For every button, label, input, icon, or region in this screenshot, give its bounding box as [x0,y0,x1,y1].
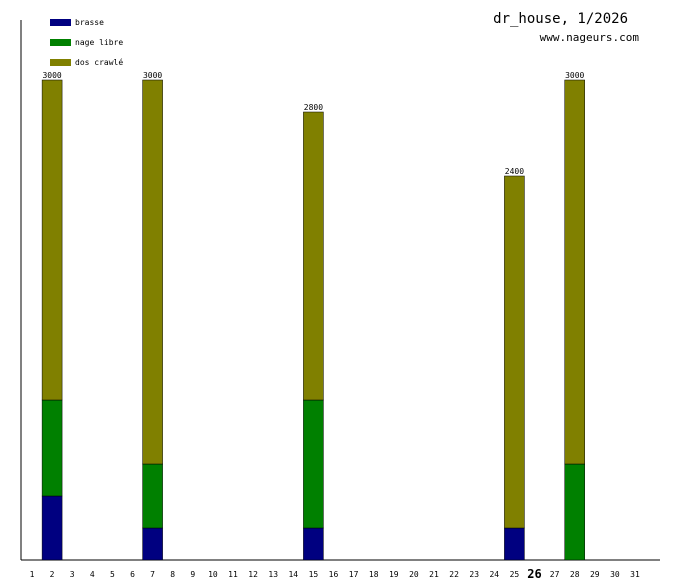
x-tick-label: 27 [550,570,560,579]
legend-label: brasse [75,18,104,27]
bar-marks [41,79,585,561]
x-tick-label: 7 [150,570,155,579]
bar-segment-day-15-series-2 [303,111,324,401]
bar-segment-day-25-series-2 [504,175,525,529]
bar-segment-day-2-series-0 [41,495,63,561]
x-tick-label: 2 [50,570,55,579]
x-tick-label: 30 [610,570,620,579]
bar-segment-day-25-series-0 [504,527,525,561]
legend-label: dos crawlé [75,57,123,67]
x-tick-label: 4 [90,570,95,579]
x-tick-label: 13 [268,570,278,579]
bar-segment-day-15-series-1 [303,399,324,529]
x-tick-label: 5 [110,570,115,579]
legend: brasse nage libre dos crawlé [50,18,123,67]
x-tick-label: 3 [70,570,75,579]
x-tick-label: 19 [389,570,399,579]
x-tick-label: 29 [590,570,600,579]
x-tick-labels: 1 2 3 4 5 6 7 8 9 10 11 12 13 14 15 16 17 18 19 20 21 22 23 24 2… [30,567,640,580]
bar-total-label: 2400 [505,167,524,176]
legend-swatch [50,59,71,66]
x-tick-label: 8 [170,570,175,579]
x-tick-label: 12 [248,570,258,579]
x-tick-label: 6 [130,570,135,579]
x-tick-label: 15 [309,570,319,579]
x-tick-label: 14 [288,570,298,579]
x-tick-label: 11 [228,570,238,579]
bar-segment-day-2-series-2 [41,79,63,401]
x-tick-label: 10 [208,570,218,579]
site-url: www.nageurs.com [540,31,640,44]
x-tick-label: 1 [30,570,35,579]
bar-segment-day-2-series-1 [41,399,63,497]
x-tick-label: 18 [369,570,379,579]
x-tick-label: 21 [429,570,439,579]
bar-total-label: 2800 [304,103,323,112]
x-tick-label: 17 [349,570,359,579]
x-tick-label: 16 [329,570,339,579]
chart-title: dr_house, 1/2026 [493,11,628,27]
bar-segment-day-28-series-2 [564,79,585,465]
legend-swatch [50,19,71,26]
bar-total-label: 3000 [42,71,61,80]
bar-segment-day-7-series-1 [142,463,163,529]
bar-segment-day-28-series-1 [564,463,585,561]
x-tick-label: 22 [449,570,459,579]
bar-total-label: 3000 [143,71,162,80]
bar-segment-day-7-series-2 [142,79,163,465]
x-tick-label: 28 [570,570,580,579]
x-tick-label: 25 [510,570,520,579]
legend-swatch [50,39,71,46]
x-tick-label: 9 [190,570,195,579]
x-tick-label: 24 [489,570,499,579]
x-tick-label: 20 [409,570,419,579]
bar-total-labels: 3000 3000 2800 2400 3000 [42,71,584,176]
bar-segment-day-15-series-0 [303,527,324,561]
x-tick-label-current-day: 26 [527,567,541,580]
x-tick-label: 23 [469,570,479,579]
bar-total-label: 3000 [565,71,584,80]
chart-axes [20,20,660,561]
x-tick-label: 31 [630,570,640,579]
bar-segment-day-7-series-0 [142,527,163,561]
legend-label: nage libre [75,38,123,47]
